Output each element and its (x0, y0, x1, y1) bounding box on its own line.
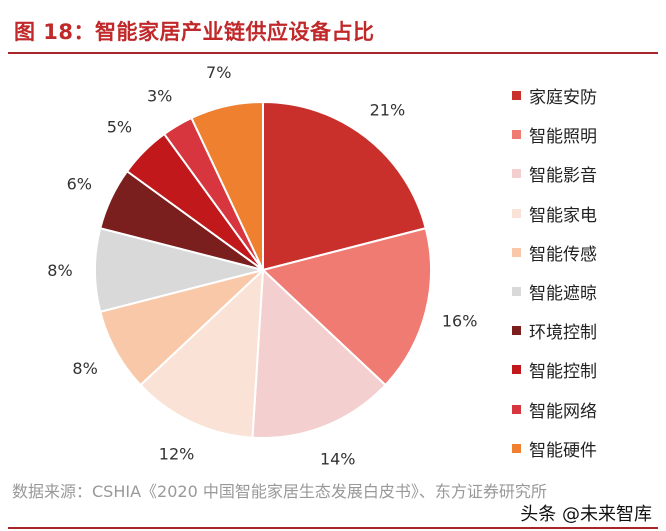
legend-label: 智能网络 (529, 401, 597, 422)
legend-item: 智能控制 (512, 350, 597, 389)
legend-label: 智能控制 (529, 362, 597, 383)
legend-item: 智能家电 (512, 194, 597, 233)
data-label: 16% (442, 311, 478, 330)
pie-slice-智能家电 (139, 267, 265, 439)
legend-label: 环境控制 (529, 323, 597, 344)
data-label: 5% (107, 117, 132, 136)
legend-label: 智能家电 (529, 205, 597, 226)
legend-item: 家庭安防 (512, 76, 597, 115)
data-label: 8% (72, 359, 97, 378)
pie-slice-家庭安防 (262, 100, 427, 272)
legend-label: 家庭安防 (529, 88, 597, 109)
legend-label: 智能硬件 (529, 440, 597, 461)
legend-item: 智能网络 (512, 390, 597, 429)
legend: 家庭安防智能照明智能影音智能家电智能传感智能遮晾环境控制智能控制智能网络智能硬件 (512, 76, 597, 468)
legend-item: 环境控制 (512, 311, 597, 350)
legend-swatch (512, 91, 521, 101)
legend-label: 智能照明 (529, 127, 597, 148)
legend-swatch (512, 404, 521, 414)
data-label: 6% (67, 175, 92, 194)
legend-swatch (512, 326, 521, 336)
data-label: 12% (159, 445, 195, 464)
data-label: 7% (206, 63, 231, 82)
data-label: 14% (320, 450, 356, 469)
legend-swatch (512, 169, 521, 179)
legend-swatch (512, 365, 521, 375)
legend-item: 智能遮晾 (512, 272, 597, 311)
bottom-divider (8, 527, 658, 529)
data-label: 3% (147, 86, 172, 105)
pie-slice-智能硬件 (190, 100, 264, 271)
data-label: 8% (47, 261, 72, 280)
legend-item: 智能硬件 (512, 429, 597, 468)
chart-title: 图 18：智能家居产业链供应设备占比 (14, 20, 375, 44)
legend-swatch (512, 247, 521, 257)
legend-swatch (512, 287, 521, 297)
pie-chart: 21% 16% 14% 12% 8% 8% 6% 5% 3% 7% (47, 63, 478, 469)
legend-label: 智能传感 (529, 244, 597, 265)
legend-item: 智能影音 (512, 154, 597, 193)
legend-swatch (512, 130, 521, 140)
legend-swatch (512, 443, 521, 453)
legend-label: 智能影音 (529, 166, 597, 187)
pie-slice-智能照明 (260, 227, 432, 387)
title-divider (8, 52, 658, 54)
source-note: 数据来源：CSHIA《2020 中国智能家居生态发展白皮书》、东方证券研究所 (12, 482, 547, 501)
watermark: 头条 @未来智库 (520, 504, 652, 525)
pie-slice-智能影音 (251, 267, 387, 439)
legend-item: 智能照明 (512, 115, 597, 154)
legend-swatch (512, 208, 521, 218)
legend-item: 智能传感 (512, 233, 597, 272)
legend-label: 智能遮晾 (529, 284, 597, 305)
data-label: 21% (370, 101, 406, 120)
